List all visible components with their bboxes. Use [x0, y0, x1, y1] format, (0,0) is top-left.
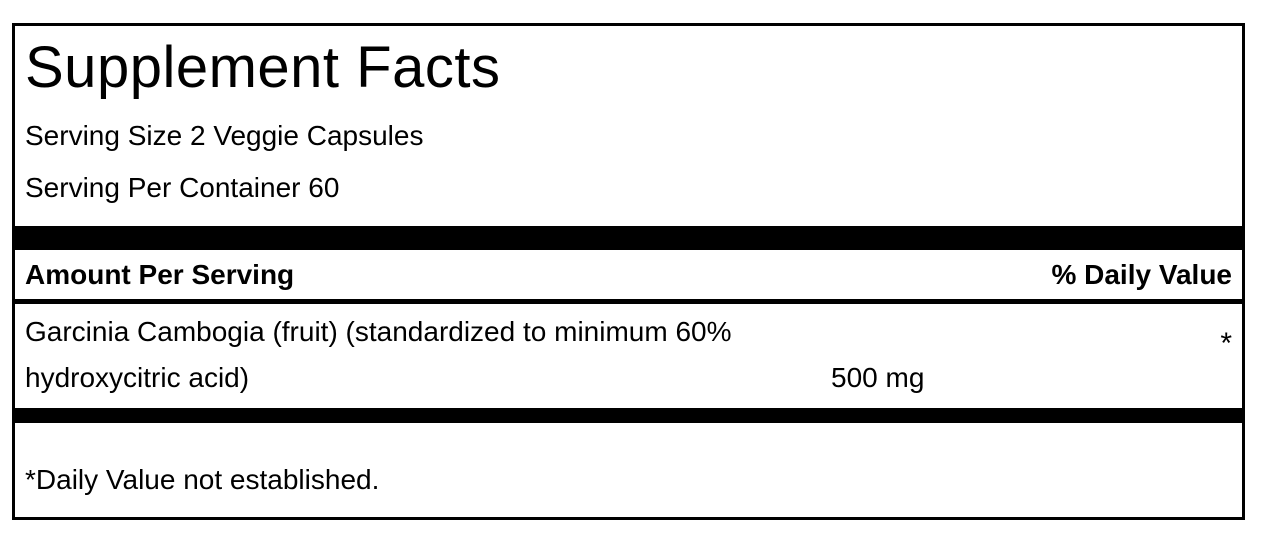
ingredient-amount: 500 mg [831, 361, 925, 393]
thick-separator-bar-bottom [15, 407, 1242, 423]
thick-separator-bar-top [15, 225, 1242, 250]
amount-per-serving-header: Amount Per Serving [25, 258, 295, 290]
serving-size-text: Serving Size 2 Veggie Capsules [25, 119, 424, 151]
supplement-facts-panel: Supplement Facts Serving Size 2 Veggie C… [12, 23, 1245, 520]
header-underline-bar [15, 298, 1242, 304]
servings-per-container-text: Serving Per Container 60 [25, 172, 340, 204]
ingredient-name: Garcinia Cambogia (fruit) (standardized … [25, 315, 732, 393]
panel-title: Supplement Facts [25, 35, 501, 100]
column-header-row: Amount Per Serving % Daily Value [25, 258, 1232, 292]
footnote-text: *Daily Value not established. [25, 463, 380, 495]
daily-value-header: % Daily Value [1051, 258, 1232, 290]
ingredient-daily-value: * [1220, 326, 1232, 360]
ingredient-row: Garcinia Cambogia (fruit) (standardized … [25, 309, 1232, 401]
